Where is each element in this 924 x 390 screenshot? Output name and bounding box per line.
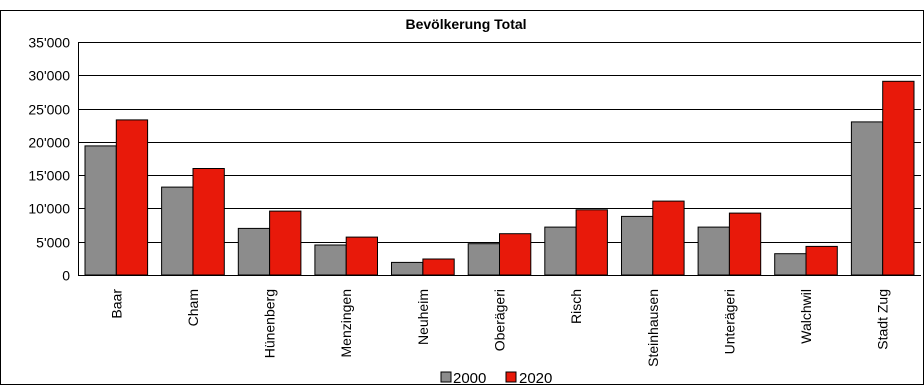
bar-2000-stadt-zug	[850, 121, 884, 276]
bar-2000-menzingen	[314, 244, 347, 276]
x-category-label: Hünenberg	[262, 289, 278, 358]
y-tick-label: 35'000	[28, 35, 70, 51]
chart-title: Bevölkerung Total	[405, 16, 526, 32]
bar-2000-neuheim	[391, 261, 424, 276]
y-tick-label: 0	[62, 268, 70, 284]
bar-2000-hünenberg	[237, 227, 271, 276]
bar-2000-unterägeri	[697, 226, 730, 276]
legend-label-2000: 2000	[453, 370, 486, 385]
legend-swatch-2000	[440, 371, 452, 383]
bar-2000-oberägeri	[467, 243, 501, 276]
y-tick-label: 15'000	[28, 168, 70, 184]
y-tick-label: 30'000	[28, 68, 70, 84]
bar-2020-cham	[192, 168, 225, 276]
y-tick-label: 5'000	[36, 235, 70, 251]
bars	[84, 80, 915, 276]
bar-2020-unterägeri	[728, 212, 762, 276]
bar-2020-steinhausen	[652, 200, 685, 276]
bar-2020-menzingen	[345, 236, 379, 276]
x-category-label: Oberägeri	[492, 289, 508, 351]
bar-2020-hünenberg	[269, 210, 302, 276]
bar-2000-walchwil	[774, 253, 807, 276]
bar-2020-oberägeri	[499, 233, 532, 276]
x-category-label: Menzingen	[338, 289, 354, 358]
x-category-label: Walchwil	[798, 289, 814, 344]
bar-2000-cham	[161, 186, 194, 276]
bar-2020-baar	[115, 119, 149, 276]
legend-label-2020: 2020	[519, 370, 552, 385]
bar-2020-walchwil	[805, 245, 838, 276]
y-tick-label: 25'000	[28, 102, 70, 118]
x-category-label: Cham	[185, 289, 201, 326]
y-tick-label: 10'000	[28, 201, 70, 217]
y-tick-label: 20'000	[28, 135, 70, 151]
bar-2000-risch	[544, 226, 577, 276]
x-category-label: Risch	[568, 289, 584, 324]
bar-2020-neuheim	[422, 258, 455, 276]
x-category-label: Stadt Zug	[875, 289, 891, 350]
bar-2000-baar	[84, 145, 117, 276]
legend-swatch-2020	[505, 371, 517, 383]
bar-2000-steinhausen	[621, 215, 654, 276]
legend: 2000 2020	[440, 370, 552, 387]
x-category-label: Baar	[108, 289, 124, 319]
bar-2020-stadt-zug	[882, 80, 915, 276]
labels: Bevölkerung Total 0 5'000 10'000 15'000 20'00…	[28, 16, 890, 367]
bar-2020-risch	[575, 209, 608, 276]
x-category-label: Unterägeri	[721, 289, 737, 354]
x-category-label: Steinhausen	[645, 289, 661, 367]
x-category-label: Neuheim	[415, 289, 431, 345]
